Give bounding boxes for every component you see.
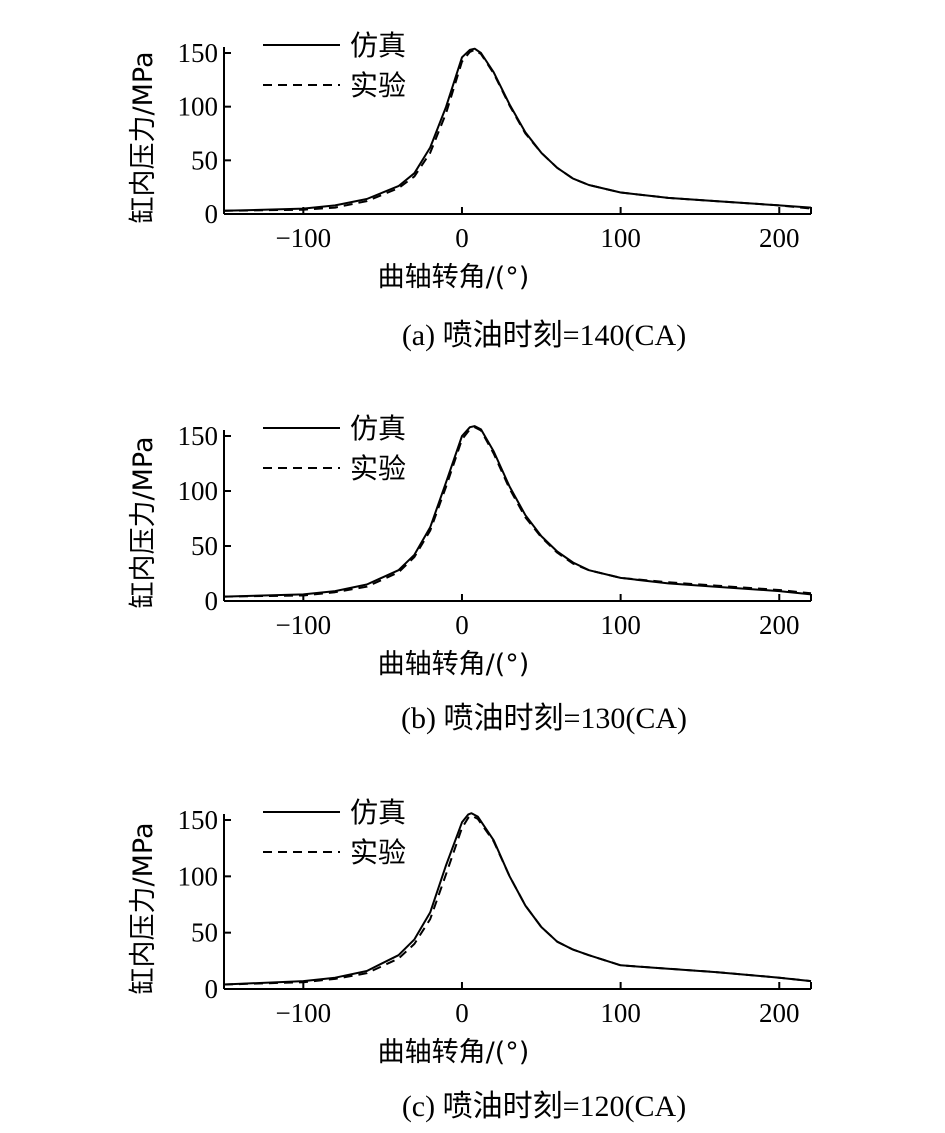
y-tick-label: 100 <box>178 861 219 891</box>
chart-panel-0: 0 50 100 150 −100 0 100 200 曲轴转角/(°) 缸内压力/MPa 仿真实验… <box>128 29 812 352</box>
panel-caption: (a) 喷油时刻=140(CA) <box>402 319 686 352</box>
series-line-1 <box>223 426 812 598</box>
y-tick-label: 150 <box>178 38 219 68</box>
y-tick-label: 0 <box>205 199 219 229</box>
x-tick-label: −100 <box>275 610 331 640</box>
legend-label-0: 仿真 <box>350 796 406 829</box>
legend-label-1: 实验 <box>350 69 406 102</box>
y-tick-label: 50 <box>191 918 218 948</box>
x-tick-label: 0 <box>455 610 469 640</box>
y-tick-label: 0 <box>205 974 219 1004</box>
legend-label-0: 仿真 <box>350 412 406 445</box>
x-tick-label: 100 <box>600 223 641 253</box>
series-line-1 <box>223 814 812 986</box>
x-axis-title: 曲轴转角/(°) <box>378 262 530 293</box>
chart-panel-2: 0 50 100 150 −100 0 100 200 曲轴转角/(°) 缸内压力/MPa 仿真实验… <box>128 796 812 1123</box>
y-tick-label: 150 <box>178 805 219 835</box>
series-line-1 <box>223 48 812 212</box>
x-tick-label: 0 <box>455 223 469 253</box>
x-tick-label: 200 <box>759 998 800 1028</box>
series-line-0 <box>223 425 812 598</box>
legend-label-0: 仿真 <box>350 29 406 62</box>
x-tick-label: 200 <box>759 223 800 253</box>
legend-label-1: 实验 <box>350 452 406 485</box>
x-axis-title: 曲轴转角/(°) <box>378 1037 530 1068</box>
y-tick-label: 50 <box>191 145 218 175</box>
y-tick-label: 50 <box>191 531 218 561</box>
y-axis-title: 缸内压力/MPa <box>128 822 159 994</box>
x-tick-label: 100 <box>600 998 641 1028</box>
x-tick-label: −100 <box>275 998 331 1028</box>
y-tick-label: 150 <box>178 421 219 451</box>
y-axis-title: 缸内压力/MPa <box>128 436 159 608</box>
y-tick-label: 100 <box>178 476 219 506</box>
x-tick-label: −100 <box>275 223 331 253</box>
x-tick-label: 100 <box>600 610 641 640</box>
legend-label-1: 实验 <box>350 836 406 869</box>
x-tick-label: 0 <box>455 998 469 1028</box>
series-line-0 <box>223 47 812 212</box>
chart-panel-1: 0 50 100 150 −100 0 100 200 曲轴转角/(°) 缸内压力/MPa 仿真实验… <box>128 412 812 735</box>
y-axis-title: 缸内压力/MPa <box>128 51 159 223</box>
x-axis-title: 曲轴转角/(°) <box>378 649 530 680</box>
x-tick-label: 200 <box>759 610 800 640</box>
series-line-0 <box>223 812 812 986</box>
y-tick-label: 100 <box>178 92 219 122</box>
panel-caption: (c) 喷油时刻=120(CA) <box>402 1090 686 1123</box>
y-tick-label: 0 <box>205 586 219 616</box>
panel-caption: (b) 喷油时刻=130(CA) <box>401 702 687 735</box>
